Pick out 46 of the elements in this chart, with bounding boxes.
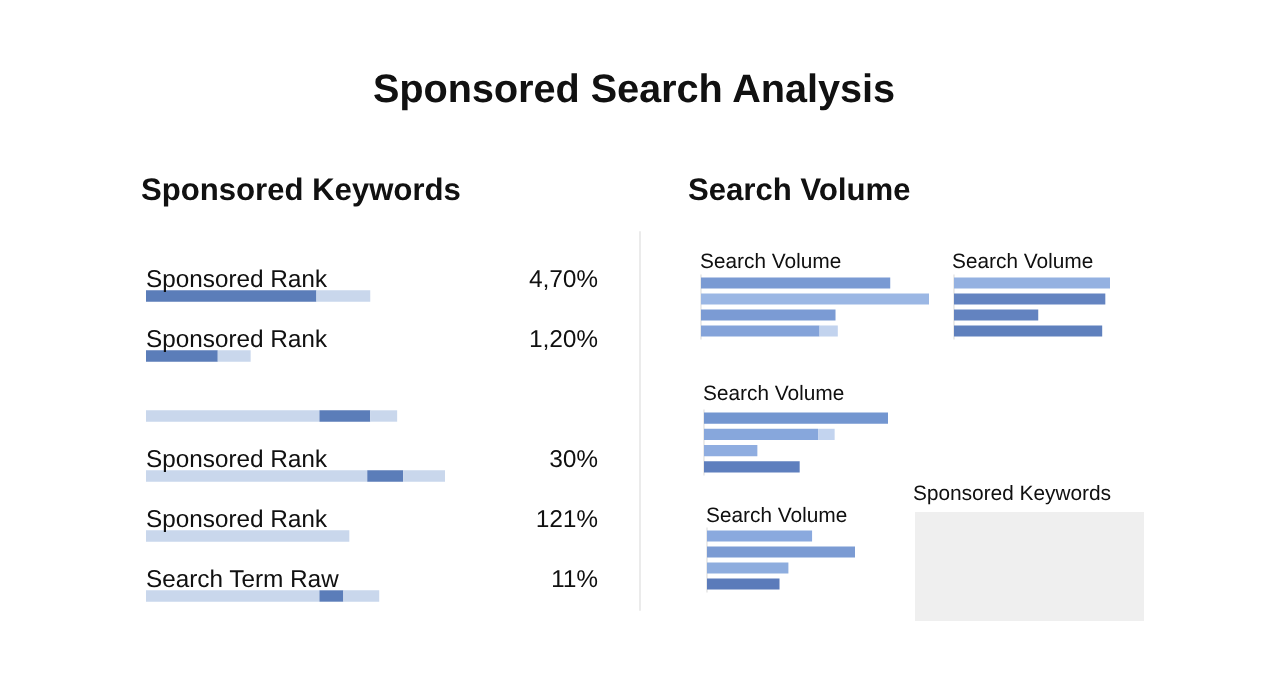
bar <box>954 293 1106 305</box>
text: Sponsored Search Analysis <box>374 73 894 111</box>
text: 30% <box>550 450 598 468</box>
bar <box>954 309 1039 321</box>
bar <box>954 325 1103 337</box>
text: Search Volume <box>688 177 910 201</box>
chart-title: Search Volume <box>703 384 844 401</box>
bar <box>954 277 1110 289</box>
chart-title: Search Volume <box>952 252 1093 269</box>
bar <box>701 277 891 289</box>
bar <box>146 590 320 602</box>
bar <box>146 410 320 422</box>
y-tick-label: Sponsored Rank <box>147 449 328 473</box>
text: 121% <box>537 510 598 528</box>
text: 4,70% <box>529 270 598 291</box>
text: 11% <box>553 570 598 588</box>
bar <box>701 293 929 305</box>
bar <box>319 410 371 422</box>
y-tick-label: Sponsored Rank <box>147 329 328 353</box>
bar <box>701 309 836 321</box>
bar <box>707 562 789 574</box>
bar <box>146 470 368 482</box>
text: 1,20% <box>530 330 598 351</box>
y-tick-label: Sponsored Rank <box>147 269 328 293</box>
chart-title: Search Volume <box>700 252 841 269</box>
bar <box>146 530 350 542</box>
bar <box>707 546 855 558</box>
bar <box>403 470 445 482</box>
bar <box>707 578 780 590</box>
bar <box>704 445 758 457</box>
bar <box>707 530 813 542</box>
bar <box>319 590 344 602</box>
bar <box>701 325 820 337</box>
text: Sponsored Keywords <box>913 484 1111 505</box>
y-tick-label: Search Term Raw <box>147 569 339 588</box>
chart-title: Search Volume <box>706 506 847 523</box>
bar <box>704 412 888 424</box>
bar <box>370 410 398 422</box>
y-tick-label: Sponsored Rank <box>147 509 328 533</box>
chart-title: Sponsored Keywords <box>141 177 460 207</box>
bar <box>704 428 819 440</box>
bar <box>704 461 800 473</box>
bar <box>818 428 835 440</box>
bar <box>367 470 404 482</box>
bar <box>343 590 380 602</box>
bar <box>819 325 838 337</box>
